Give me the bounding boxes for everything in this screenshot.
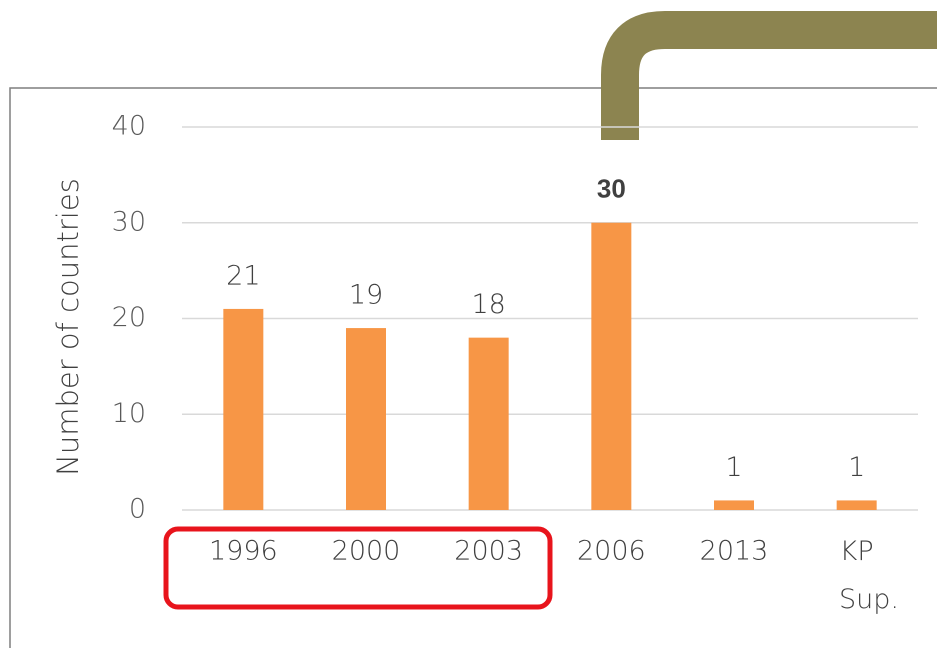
data-label: 21 <box>226 260 260 291</box>
y-tick-label: 0 <box>129 494 146 525</box>
bar <box>346 328 386 510</box>
data-label: 18 <box>471 289 505 320</box>
decor-connector <box>601 11 937 140</box>
bar <box>591 222 632 510</box>
bar <box>836 500 877 510</box>
x-tick-label: 2000 <box>332 536 401 567</box>
data-label: 30 <box>597 174 626 204</box>
data-label: 19 <box>349 280 383 311</box>
bar <box>714 500 754 510</box>
y-tick-label: 30 <box>112 206 146 237</box>
x-tick-label: 2003 <box>454 536 523 567</box>
y-tick-label: 20 <box>112 302 146 333</box>
y-tick-label: 40 <box>112 111 146 142</box>
data-label: 1 <box>725 452 742 483</box>
highlight-box <box>163 526 553 610</box>
x-tick-label: KP Sup. <box>830 536 899 615</box>
x-tick-label: 2006 <box>577 536 646 567</box>
bar <box>468 337 509 510</box>
data-label: 1 <box>848 452 865 483</box>
y-axis-title: Number of countries <box>51 178 85 476</box>
x-tick-label: 1996 <box>209 536 278 567</box>
bar <box>223 308 264 510</box>
y-tick-label: 10 <box>112 398 146 429</box>
x-tick-label: 2013 <box>700 536 769 567</box>
